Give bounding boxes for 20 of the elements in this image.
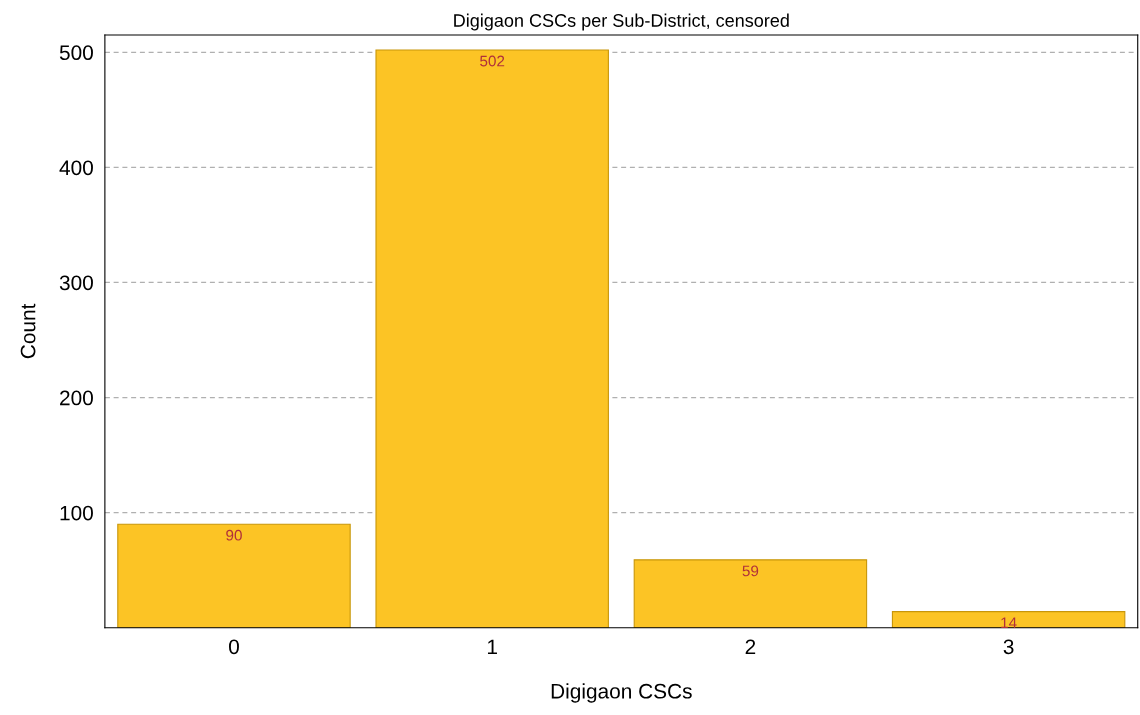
bar: [117, 523, 351, 628]
y-tick-label: 500: [59, 45, 93, 61]
y-tick-label: 400: [59, 160, 93, 176]
x-tick-label: 1: [487, 639, 497, 654]
chart-title: Digigaon CSCs per Sub-District, censored: [454, 13, 789, 31]
y-tick-label: 300: [59, 275, 93, 291]
bar: [633, 559, 868, 628]
data-label: 90: [226, 529, 242, 541]
x-axis-title: Digigaon CSCs: [551, 683, 692, 703]
data-label: 14: [1001, 617, 1017, 628]
x-tick-label: 0: [229, 639, 239, 655]
y-tick-label: 200: [60, 390, 93, 406]
data-label: 502: [480, 55, 505, 67]
y-tick-label: 100: [60, 505, 93, 521]
bar: [375, 49, 609, 628]
x-tick-label: 3: [1003, 639, 1014, 655]
y-axis-title: Count: [20, 303, 36, 359]
bar: [891, 611, 1126, 628]
data-label: 59: [742, 565, 759, 577]
x-tick-label: 2: [745, 639, 756, 654]
